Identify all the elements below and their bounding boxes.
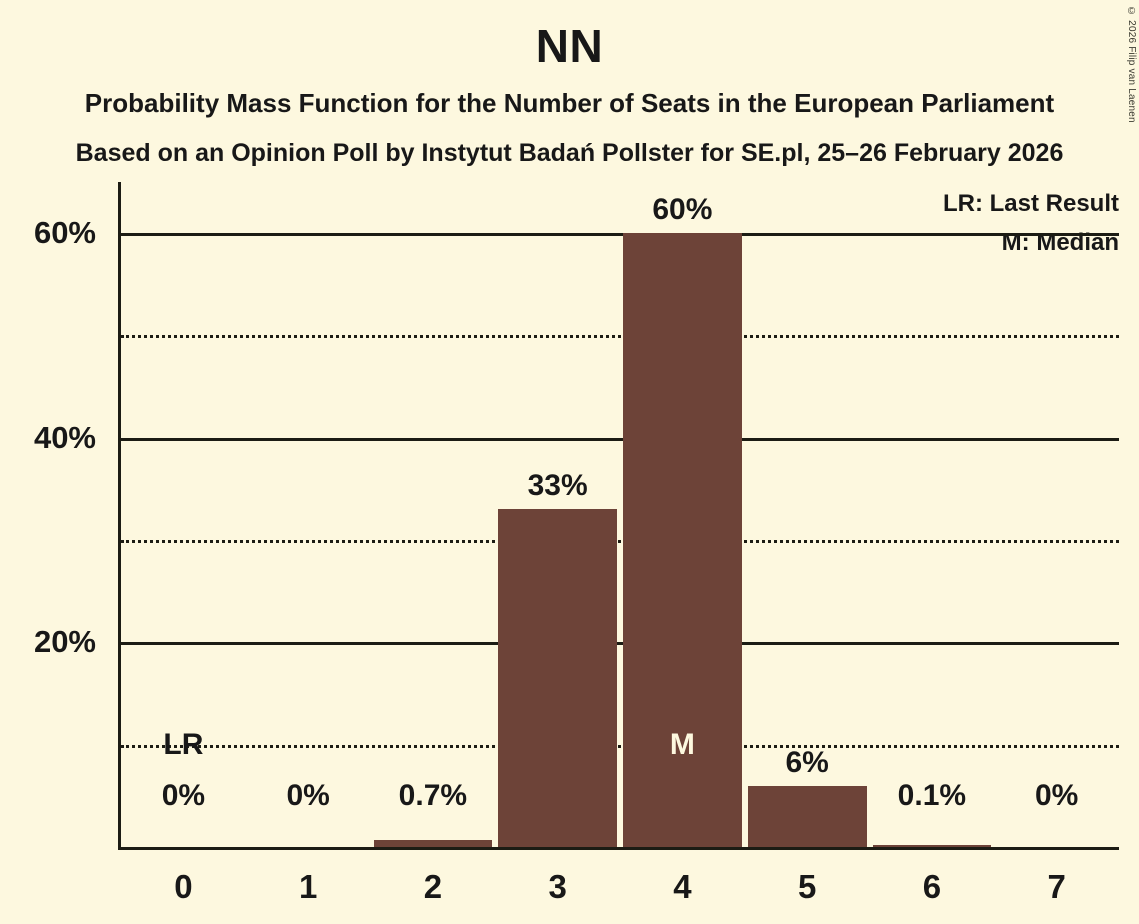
page-title: NN: [535, 20, 604, 72]
bar-value-label: 0.1%: [897, 779, 967, 812]
bar-value-label: 0.7%: [398, 779, 468, 812]
x-axis-tick-label: 0: [174, 868, 193, 905]
y-axis-line: [118, 182, 121, 847]
bar-value-label: 0%: [1034, 779, 1079, 812]
gridline-major: [121, 642, 1119, 646]
gridline-minor: [121, 335, 1119, 339]
x-axis-tick-label: 7: [1047, 868, 1066, 905]
chart-subtitle-primary: Probability Mass Function for the Number…: [84, 88, 1055, 118]
bar-column: 0% 1: [246, 182, 371, 905]
bar: [498, 509, 617, 847]
plot-area: 20% 40% 60% 0% LR 0 0% 1 0.7% 2 33% 3 60% M 4 6% 5 0.1% 6…: [34, 182, 1119, 905]
bar: [747, 785, 867, 847]
gridline-major: [121, 437, 1119, 441]
x-axis-tick-label: 6: [922, 868, 942, 905]
bar-value-label: 0%: [286, 779, 330, 812]
bar-value-label: 60%: [652, 193, 713, 227]
bar-column: 0% 7: [994, 182, 1119, 905]
gridline-major: [121, 233, 1119, 237]
x-axis-tick-label: 5: [797, 868, 817, 905]
bar-column: 6% 5: [745, 182, 870, 905]
bar-series: 0% LR 0 0% 1 0.7% 2 33% 3 60% M 4 6% 5 0.1% 6 0% 7: [121, 182, 1119, 905]
bar-column: 33% 3: [495, 182, 620, 905]
bar-value-label: 0%: [161, 779, 206, 812]
gridline-minor: [121, 744, 1119, 748]
median-marker: M: [669, 727, 695, 761]
x-axis-tick-label: 3: [548, 868, 567, 905]
copyright-notice: © 2026 Filip van Laenen: [1126, 6, 1137, 123]
bar: [872, 845, 992, 847]
bar: [373, 839, 493, 847]
bar: [623, 233, 742, 847]
bar-column: 0.7% 2: [371, 182, 496, 905]
legend-item-last-result: LR: Last Result: [942, 190, 1119, 217]
x-axis-tick-label: 2: [423, 868, 443, 905]
bar-column: 60% M 4: [620, 182, 745, 905]
x-axis-tick-label: 1: [298, 868, 318, 905]
bar-value-label: 6%: [785, 745, 829, 779]
x-axis-tick-label: 4: [673, 868, 692, 905]
chart-subtitle-source: Based on an Opinion Poll by Instytut Bad…: [75, 139, 1064, 167]
gridline-minor: [121, 540, 1119, 544]
bar-value-label: 33%: [527, 469, 588, 503]
bar-column: 0% LR 0: [121, 182, 246, 905]
bar-column: 0.1% 6: [870, 182, 995, 905]
x-axis-line: [118, 847, 1119, 850]
last-result-marker: LR: [163, 727, 204, 761]
